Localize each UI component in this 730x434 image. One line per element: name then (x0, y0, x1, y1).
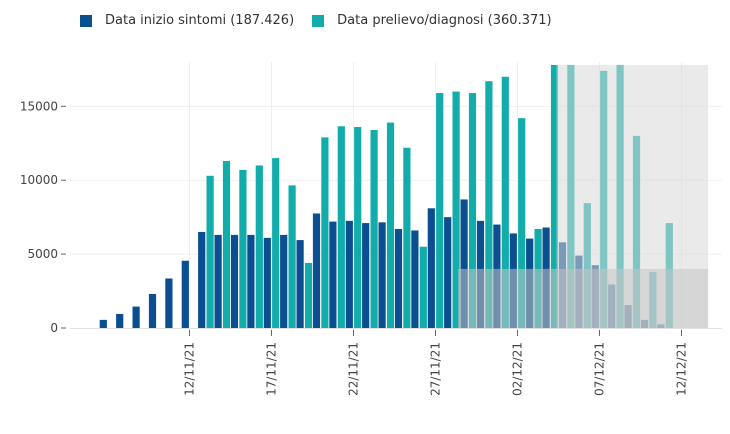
legend-label-symptoms: Data inizio sintomi (187.426) (105, 13, 295, 28)
bar-diagnosis (518, 118, 526, 329)
x-tick-label: 27/11/21 (429, 342, 443, 396)
bar-symptoms (198, 231, 206, 328)
bar-diagnosis (337, 126, 345, 329)
x-tick-label: 17/11/21 (265, 342, 279, 396)
y-tick-label: 10000 (20, 173, 58, 187)
bar-diagnosis (436, 93, 444, 329)
bar-diagnosis (468, 93, 477, 329)
bar-symptoms (329, 221, 337, 328)
x-tick-label: 12/12/21 (675, 342, 689, 396)
bar-diagnosis (419, 246, 427, 328)
x-tick-label: 02/12/21 (511, 342, 525, 396)
legend-label-diagnosis: Data prelievo/diagnosi (360.371) (337, 13, 552, 28)
legend-swatch-symptoms (80, 14, 92, 27)
bar-symptoms (132, 306, 140, 328)
bar-symptoms (394, 228, 403, 328)
legend-item-diagnosis[interactable]: Data prelievo/diagnosi (360.371) (312, 13, 552, 28)
chart-legend: Data inizio sintomi (187.426) Data preli… (80, 13, 570, 28)
bar-symptoms (280, 234, 288, 328)
y-tick-label: 5000 (27, 247, 58, 261)
bar-diagnosis (222, 161, 231, 328)
legend-swatch-diagnosis (312, 14, 325, 27)
legend-item-symptoms[interactable]: Data inizio sintomi (187.426) (80, 13, 294, 28)
bar-symptoms (214, 234, 222, 328)
bar-symptoms (230, 234, 239, 328)
bar-symptoms (99, 319, 107, 328)
x-tick-label: 12/11/21 (183, 342, 197, 396)
bar-symptoms (165, 278, 173, 328)
y-tick-label: 0 (50, 321, 58, 335)
y-tick-label: 15000 (20, 99, 58, 113)
bar-symptoms (378, 222, 386, 328)
bar-diagnosis (354, 127, 362, 329)
bar-diagnosis (485, 81, 493, 328)
bar-symptoms (116, 313, 124, 328)
bar-symptoms (345, 220, 353, 328)
bar-diagnosis (239, 169, 247, 328)
bar-diagnosis (321, 137, 329, 328)
bar-diagnosis (272, 158, 280, 328)
bar-symptoms (362, 223, 370, 328)
bar-symptoms (411, 230, 419, 328)
shaded-region (458, 268, 709, 328)
bar-symptoms (296, 240, 304, 328)
x-tick-label: 07/12/21 (593, 342, 607, 396)
bar-symptoms (263, 237, 271, 328)
bar-diagnosis (255, 165, 263, 328)
bar-diagnosis (304, 262, 313, 328)
bar-symptoms (427, 208, 435, 328)
bar-diagnosis (403, 147, 411, 328)
bar-diagnosis (452, 91, 460, 328)
bar-diagnosis (550, 64, 559, 328)
bar-symptoms (148, 294, 157, 328)
bar-diagnosis (501, 76, 509, 329)
bar-symptoms (460, 199, 468, 328)
bar-symptoms (444, 217, 452, 328)
bar-symptoms (312, 213, 321, 328)
bar-diagnosis (206, 175, 214, 328)
bar-diagnosis (370, 129, 378, 328)
bar-symptoms (247, 234, 255, 328)
bar-symptoms (181, 260, 189, 328)
bar-diagnosis (386, 122, 395, 328)
bar-diagnosis (288, 185, 296, 328)
x-tick-label: 22/11/21 (347, 342, 361, 396)
